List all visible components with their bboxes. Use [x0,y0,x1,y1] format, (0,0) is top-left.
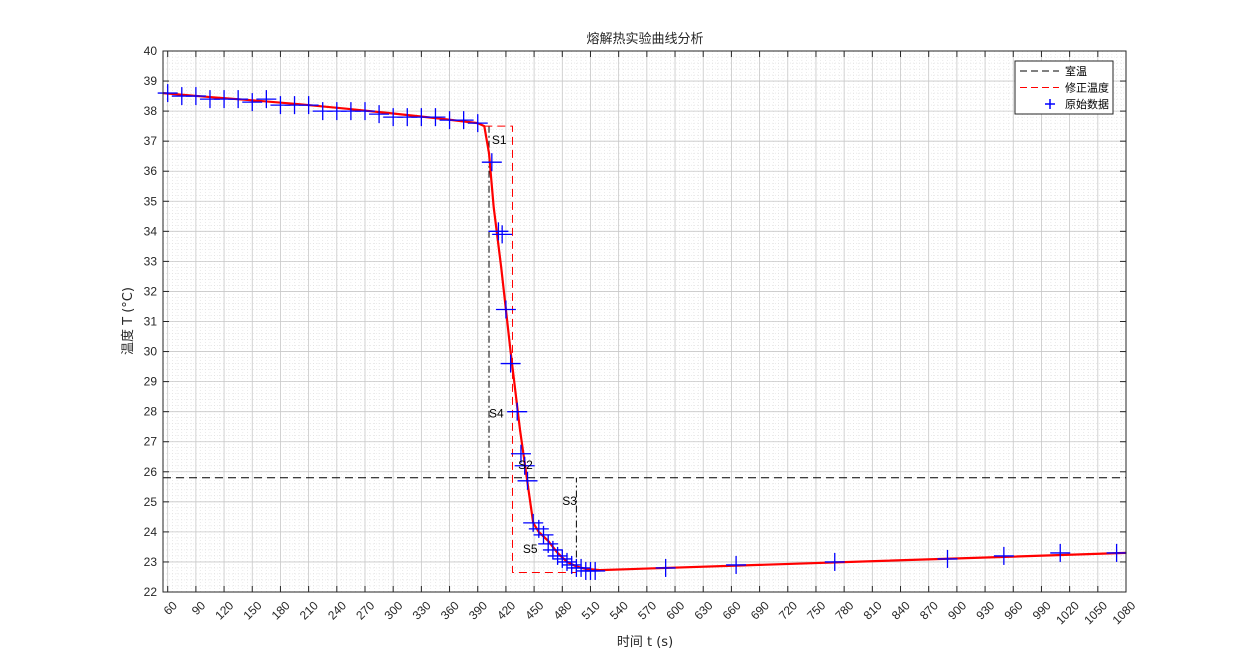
y-tick-label: 40 [144,44,158,58]
data-point [533,525,554,544]
legend-label: 修正温度 [1065,81,1109,95]
y-tick-label: 24 [144,525,158,539]
data-point [354,102,375,121]
data-point [298,96,319,115]
y-axis-label: 温度 T (°C) [120,287,136,355]
data-point [228,90,249,109]
corrected-temperature-line [484,125,577,573]
y-tick-label: 36 [144,164,158,178]
y-tick-label: 22 [144,585,158,599]
data-point [571,558,592,577]
data-point [1050,543,1071,562]
data-point [993,546,1014,565]
data-point [507,402,528,421]
data-point [561,555,582,574]
y-tick-label: 29 [144,375,158,389]
data-point [467,114,488,133]
y-tick-label: 39 [144,74,158,88]
region-label: S5 [523,542,538,556]
data-point [517,471,538,490]
data-point [242,93,263,112]
data-point [369,105,390,124]
y-tick-label: 33 [144,254,158,268]
region-label: S2 [518,458,533,472]
data-point [514,456,535,475]
data-point [425,108,446,127]
data-point [1106,543,1127,562]
y-tick-label: 38 [144,104,158,118]
chart-title: 熔解热实验曲线分析 [586,31,703,47]
y-tick-label: 23 [144,555,158,569]
data-point [185,87,206,106]
y-tick-label: 27 [144,435,158,449]
region-label: S1 [492,133,507,147]
data-point [495,300,516,319]
data-point [500,354,521,373]
region-annotations: S1 S2 S3 S4 S5 [489,133,577,556]
data-point [481,153,502,172]
legend-label: 原始数据 [1065,97,1109,111]
data-point [510,444,531,463]
data-point [256,90,277,109]
y-tick-label: 30 [144,345,158,359]
y-tick-label: 35 [144,194,158,208]
data-point [157,84,178,103]
data-point [585,561,606,580]
data-point [453,111,474,130]
y-tick-label: 28 [144,405,158,419]
y-tick-label: 37 [144,134,158,148]
legend-label: 室温 [1065,64,1087,78]
region-label: S4 [489,407,504,421]
y-tick-label: 34 [144,224,158,238]
data-point [726,555,747,574]
data-point [655,558,676,577]
y-tick-label: 26 [144,465,158,479]
data-point [488,222,509,241]
region-label: S3 [562,494,577,508]
y-tick-label: 31 [144,315,158,329]
y-tick-label: 25 [144,495,158,509]
y-tick-label: 32 [144,284,158,298]
data-point [492,225,513,244]
data-point [937,549,958,568]
x-axis-label: 时间 t (s) [617,635,673,650]
major-grid [163,50,1127,593]
data-point [824,552,845,571]
plot-markers [157,84,1127,580]
